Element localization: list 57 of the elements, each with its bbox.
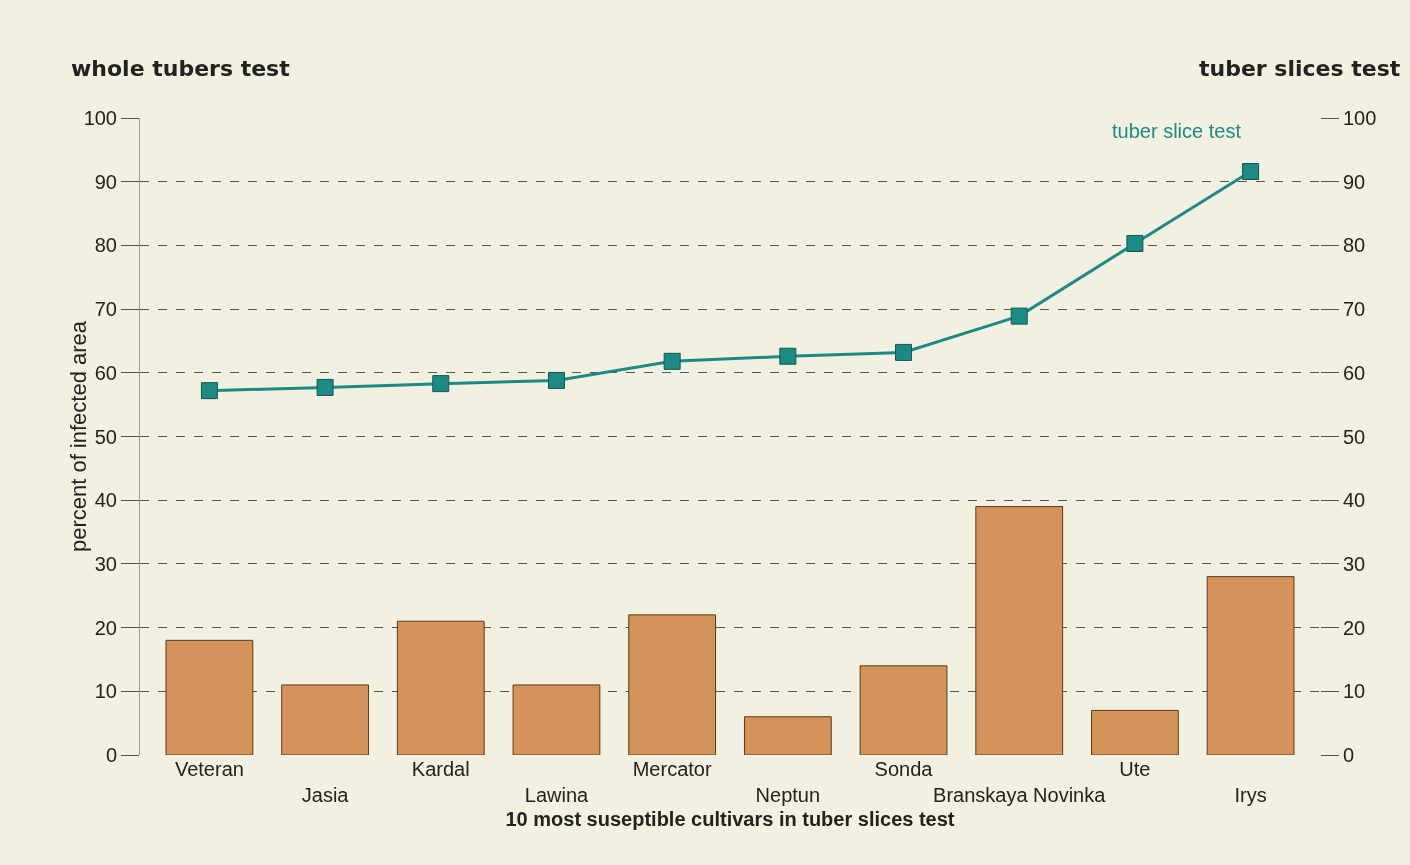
y-tick-label: 0	[105, 744, 117, 766]
x-axis-title: 10 most suseptible cultivars in tuber slices test	[505, 807, 955, 830]
y2-tick-label: 50	[1343, 425, 1366, 448]
y-tick-label: 20	[94, 616, 117, 639]
text: tuber slices test	[1199, 56, 1401, 81]
y2-tick-label: 0	[1343, 744, 1355, 766]
y2-tick-label: 20	[1343, 616, 1366, 639]
y-tick-label: 80	[94, 234, 117, 257]
point	[779, 347, 797, 365]
y2-tick-label: 30	[1343, 552, 1366, 575]
text: whole tubers test	[71, 56, 291, 81]
y-tick-label: 40	[94, 489, 117, 512]
y2-tick-label: 100	[1343, 107, 1377, 129]
bar	[165, 639, 254, 755]
point	[895, 343, 913, 361]
y2-tick-label: 40	[1343, 489, 1366, 512]
x-tick-label: Veteran	[174, 758, 244, 780]
point	[1126, 234, 1144, 252]
y-tick-label: 90	[94, 170, 117, 193]
bar	[281, 684, 369, 755]
y2-tick-label: 90	[1343, 170, 1366, 193]
x-tick-label: Jasia	[301, 784, 350, 806]
bar	[975, 506, 1064, 755]
y-axis-title: percent of infected area	[66, 320, 91, 553]
point	[1242, 163, 1260, 181]
y-tick-label: 60	[94, 361, 117, 384]
x-tick-label: Kardal	[411, 758, 470, 780]
point	[1010, 307, 1028, 325]
y-tick-label: 30	[94, 552, 117, 575]
bar	[628, 614, 717, 755]
x-tick-label: Irys	[1234, 784, 1267, 806]
bar	[396, 620, 485, 755]
x-tick-label: Mercator	[632, 758, 712, 780]
point	[200, 382, 218, 400]
series-label: tuber slice test	[1112, 120, 1242, 142]
y2-tick-label: 60	[1343, 361, 1366, 384]
point	[547, 371, 565, 389]
y-tick-label: 100	[83, 107, 117, 129]
y2-tick-label: 10	[1343, 680, 1366, 703]
x-tick-label: Lawina	[524, 784, 590, 806]
point	[432, 375, 450, 393]
bar	[512, 684, 601, 755]
y-tick-label: 70	[94, 298, 117, 321]
y-tick-label: 50	[94, 425, 117, 448]
bar	[1091, 709, 1179, 755]
y-tick-label: 10	[94, 680, 117, 703]
x-tick-label: Sonda	[874, 758, 934, 780]
x-tick-label: Neptun	[755, 784, 821, 806]
x-tick-label: Ute	[1119, 758, 1151, 780]
y2-tick-label: 80	[1343, 234, 1366, 257]
point	[316, 378, 334, 396]
y2-tick-label: 70	[1343, 298, 1366, 321]
bar	[859, 665, 948, 755]
bar	[1206, 576, 1295, 755]
bar	[743, 716, 832, 755]
point	[663, 352, 681, 370]
x-tick-label: Branskaya Novinka	[933, 784, 1107, 806]
